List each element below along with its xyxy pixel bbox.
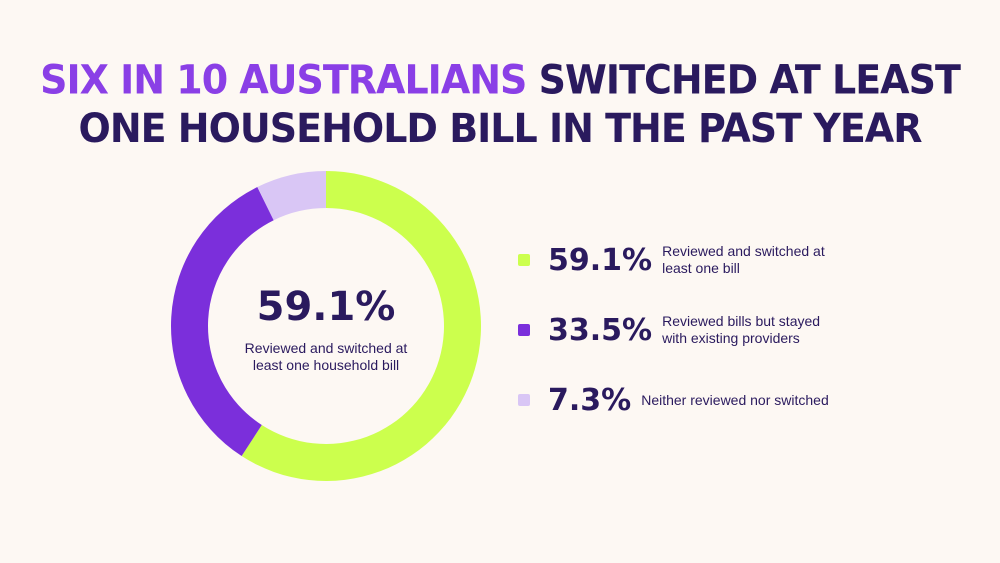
center-label: Reviewed and switched at least one house… xyxy=(244,340,408,373)
legend-value: 33.5% xyxy=(548,312,653,348)
donut-center: 59.1% Reviewed and switched at least one… xyxy=(170,170,482,482)
donut-slice xyxy=(257,171,326,221)
legend-item: 7.3% Neither reviewed nor switched xyxy=(518,378,851,422)
chart-title: SIX IN 10 AUSTRALIANS SWITCHED AT LEAST … xyxy=(0,56,1000,153)
title-highlight: SIX IN 10 AUSTRALIANS xyxy=(40,56,527,103)
legend-item: 59.1% Reviewed and switched at least one… xyxy=(518,238,851,282)
legend-value: 7.3% xyxy=(548,382,632,418)
donut-chart xyxy=(171,171,482,481)
legend: 59.1% Reviewed and switched at least one… xyxy=(518,238,851,448)
legend-label: Neither reviewed nor switched xyxy=(641,391,829,408)
legend-label: Reviewed and switched at least one bill xyxy=(662,243,825,276)
center-value: 59.1% xyxy=(256,284,396,330)
legend-swatch xyxy=(518,254,530,266)
legend-swatch xyxy=(518,324,530,336)
legend-swatch xyxy=(518,394,530,406)
legend-value: 59.1% xyxy=(548,242,653,278)
title-rest: SWITCHED AT LEAST ONE HOUSEHOLD BILL IN … xyxy=(78,56,961,152)
donut-slice xyxy=(171,187,274,457)
legend-label: Reviewed bills but stayed with existing … xyxy=(662,313,821,346)
legend-item: 33.5% Reviewed bills but stayed with exi… xyxy=(518,308,851,352)
donut-slice xyxy=(241,171,482,481)
